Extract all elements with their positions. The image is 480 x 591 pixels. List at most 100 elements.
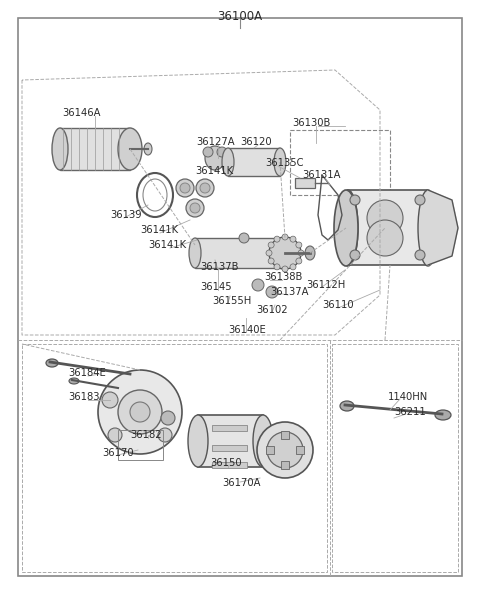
Ellipse shape xyxy=(189,238,201,268)
Bar xyxy=(228,148,280,176)
Ellipse shape xyxy=(196,179,214,197)
Ellipse shape xyxy=(203,147,213,157)
Ellipse shape xyxy=(415,250,425,260)
Ellipse shape xyxy=(257,422,313,478)
Ellipse shape xyxy=(98,370,182,454)
Bar xyxy=(212,425,247,431)
Ellipse shape xyxy=(69,378,79,384)
Ellipse shape xyxy=(190,203,200,213)
Text: 36112H: 36112H xyxy=(306,280,345,290)
Text: 36102: 36102 xyxy=(256,305,288,315)
Ellipse shape xyxy=(158,428,172,442)
Ellipse shape xyxy=(180,183,190,193)
Ellipse shape xyxy=(274,236,280,242)
Text: 36135C: 36135C xyxy=(265,158,303,168)
Ellipse shape xyxy=(239,233,249,243)
Ellipse shape xyxy=(435,410,451,420)
Bar xyxy=(332,344,458,572)
Ellipse shape xyxy=(274,264,280,270)
Text: 1140HN: 1140HN xyxy=(388,392,428,402)
Ellipse shape xyxy=(268,258,274,264)
Ellipse shape xyxy=(222,148,234,176)
Bar xyxy=(348,190,428,265)
Bar xyxy=(60,128,130,170)
Text: 36139: 36139 xyxy=(110,210,142,220)
Bar xyxy=(118,430,163,460)
Ellipse shape xyxy=(188,415,208,467)
Ellipse shape xyxy=(290,264,296,270)
Text: 36182: 36182 xyxy=(130,430,162,440)
Ellipse shape xyxy=(144,143,152,155)
Text: 36127A: 36127A xyxy=(196,137,235,147)
Bar xyxy=(295,178,315,188)
Ellipse shape xyxy=(367,220,403,256)
Ellipse shape xyxy=(274,148,286,176)
Bar xyxy=(281,461,289,469)
Ellipse shape xyxy=(253,415,273,467)
Text: 36150: 36150 xyxy=(210,458,241,468)
Ellipse shape xyxy=(176,179,194,197)
Text: 36120: 36120 xyxy=(240,137,272,147)
Ellipse shape xyxy=(350,250,360,260)
Text: 36131A: 36131A xyxy=(302,170,340,180)
Ellipse shape xyxy=(118,390,162,434)
Text: 36141K: 36141K xyxy=(195,166,233,176)
Ellipse shape xyxy=(217,147,227,157)
Ellipse shape xyxy=(269,237,301,269)
Text: 36130B: 36130B xyxy=(292,118,330,128)
Text: 36146A: 36146A xyxy=(62,108,100,118)
Ellipse shape xyxy=(118,128,142,170)
Bar xyxy=(22,344,327,572)
Ellipse shape xyxy=(296,242,302,248)
Bar xyxy=(296,446,304,454)
Ellipse shape xyxy=(305,246,315,260)
Ellipse shape xyxy=(266,286,278,298)
Text: 36170: 36170 xyxy=(102,448,133,458)
Text: 36145: 36145 xyxy=(200,282,232,292)
Text: 36155H: 36155H xyxy=(212,296,251,306)
Bar xyxy=(281,431,289,439)
Ellipse shape xyxy=(334,190,358,266)
Ellipse shape xyxy=(161,411,175,425)
Ellipse shape xyxy=(350,195,360,205)
Ellipse shape xyxy=(367,200,403,236)
Ellipse shape xyxy=(52,128,68,170)
Text: 36170A: 36170A xyxy=(222,478,261,488)
Text: 36141K: 36141K xyxy=(148,240,186,250)
Ellipse shape xyxy=(290,236,296,242)
Text: 36184E: 36184E xyxy=(68,368,106,378)
Bar xyxy=(266,446,274,454)
Bar xyxy=(212,462,247,468)
Polygon shape xyxy=(428,190,458,265)
Ellipse shape xyxy=(200,183,210,193)
Ellipse shape xyxy=(298,250,304,256)
Text: 36140E: 36140E xyxy=(228,325,266,335)
Ellipse shape xyxy=(296,258,302,264)
Ellipse shape xyxy=(267,432,303,468)
Bar xyxy=(290,130,390,195)
Ellipse shape xyxy=(268,242,274,248)
Ellipse shape xyxy=(108,428,122,442)
Text: 36211: 36211 xyxy=(394,407,426,417)
Bar xyxy=(212,445,247,451)
Ellipse shape xyxy=(415,195,425,205)
Ellipse shape xyxy=(418,190,438,266)
Bar xyxy=(198,415,263,467)
Bar xyxy=(195,238,285,268)
Ellipse shape xyxy=(186,199,204,217)
Ellipse shape xyxy=(282,234,288,240)
Text: 36137A: 36137A xyxy=(270,287,309,297)
Ellipse shape xyxy=(252,279,264,291)
Text: 36183: 36183 xyxy=(68,392,99,402)
Text: 36110: 36110 xyxy=(322,300,354,310)
Ellipse shape xyxy=(282,266,288,272)
Text: 36137B: 36137B xyxy=(200,262,239,272)
Text: 36138B: 36138B xyxy=(264,272,302,282)
Ellipse shape xyxy=(102,392,118,408)
Ellipse shape xyxy=(340,401,354,411)
Ellipse shape xyxy=(205,146,225,170)
Ellipse shape xyxy=(46,359,58,367)
Ellipse shape xyxy=(266,250,272,256)
Text: 36141K: 36141K xyxy=(140,225,178,235)
Ellipse shape xyxy=(338,190,358,266)
